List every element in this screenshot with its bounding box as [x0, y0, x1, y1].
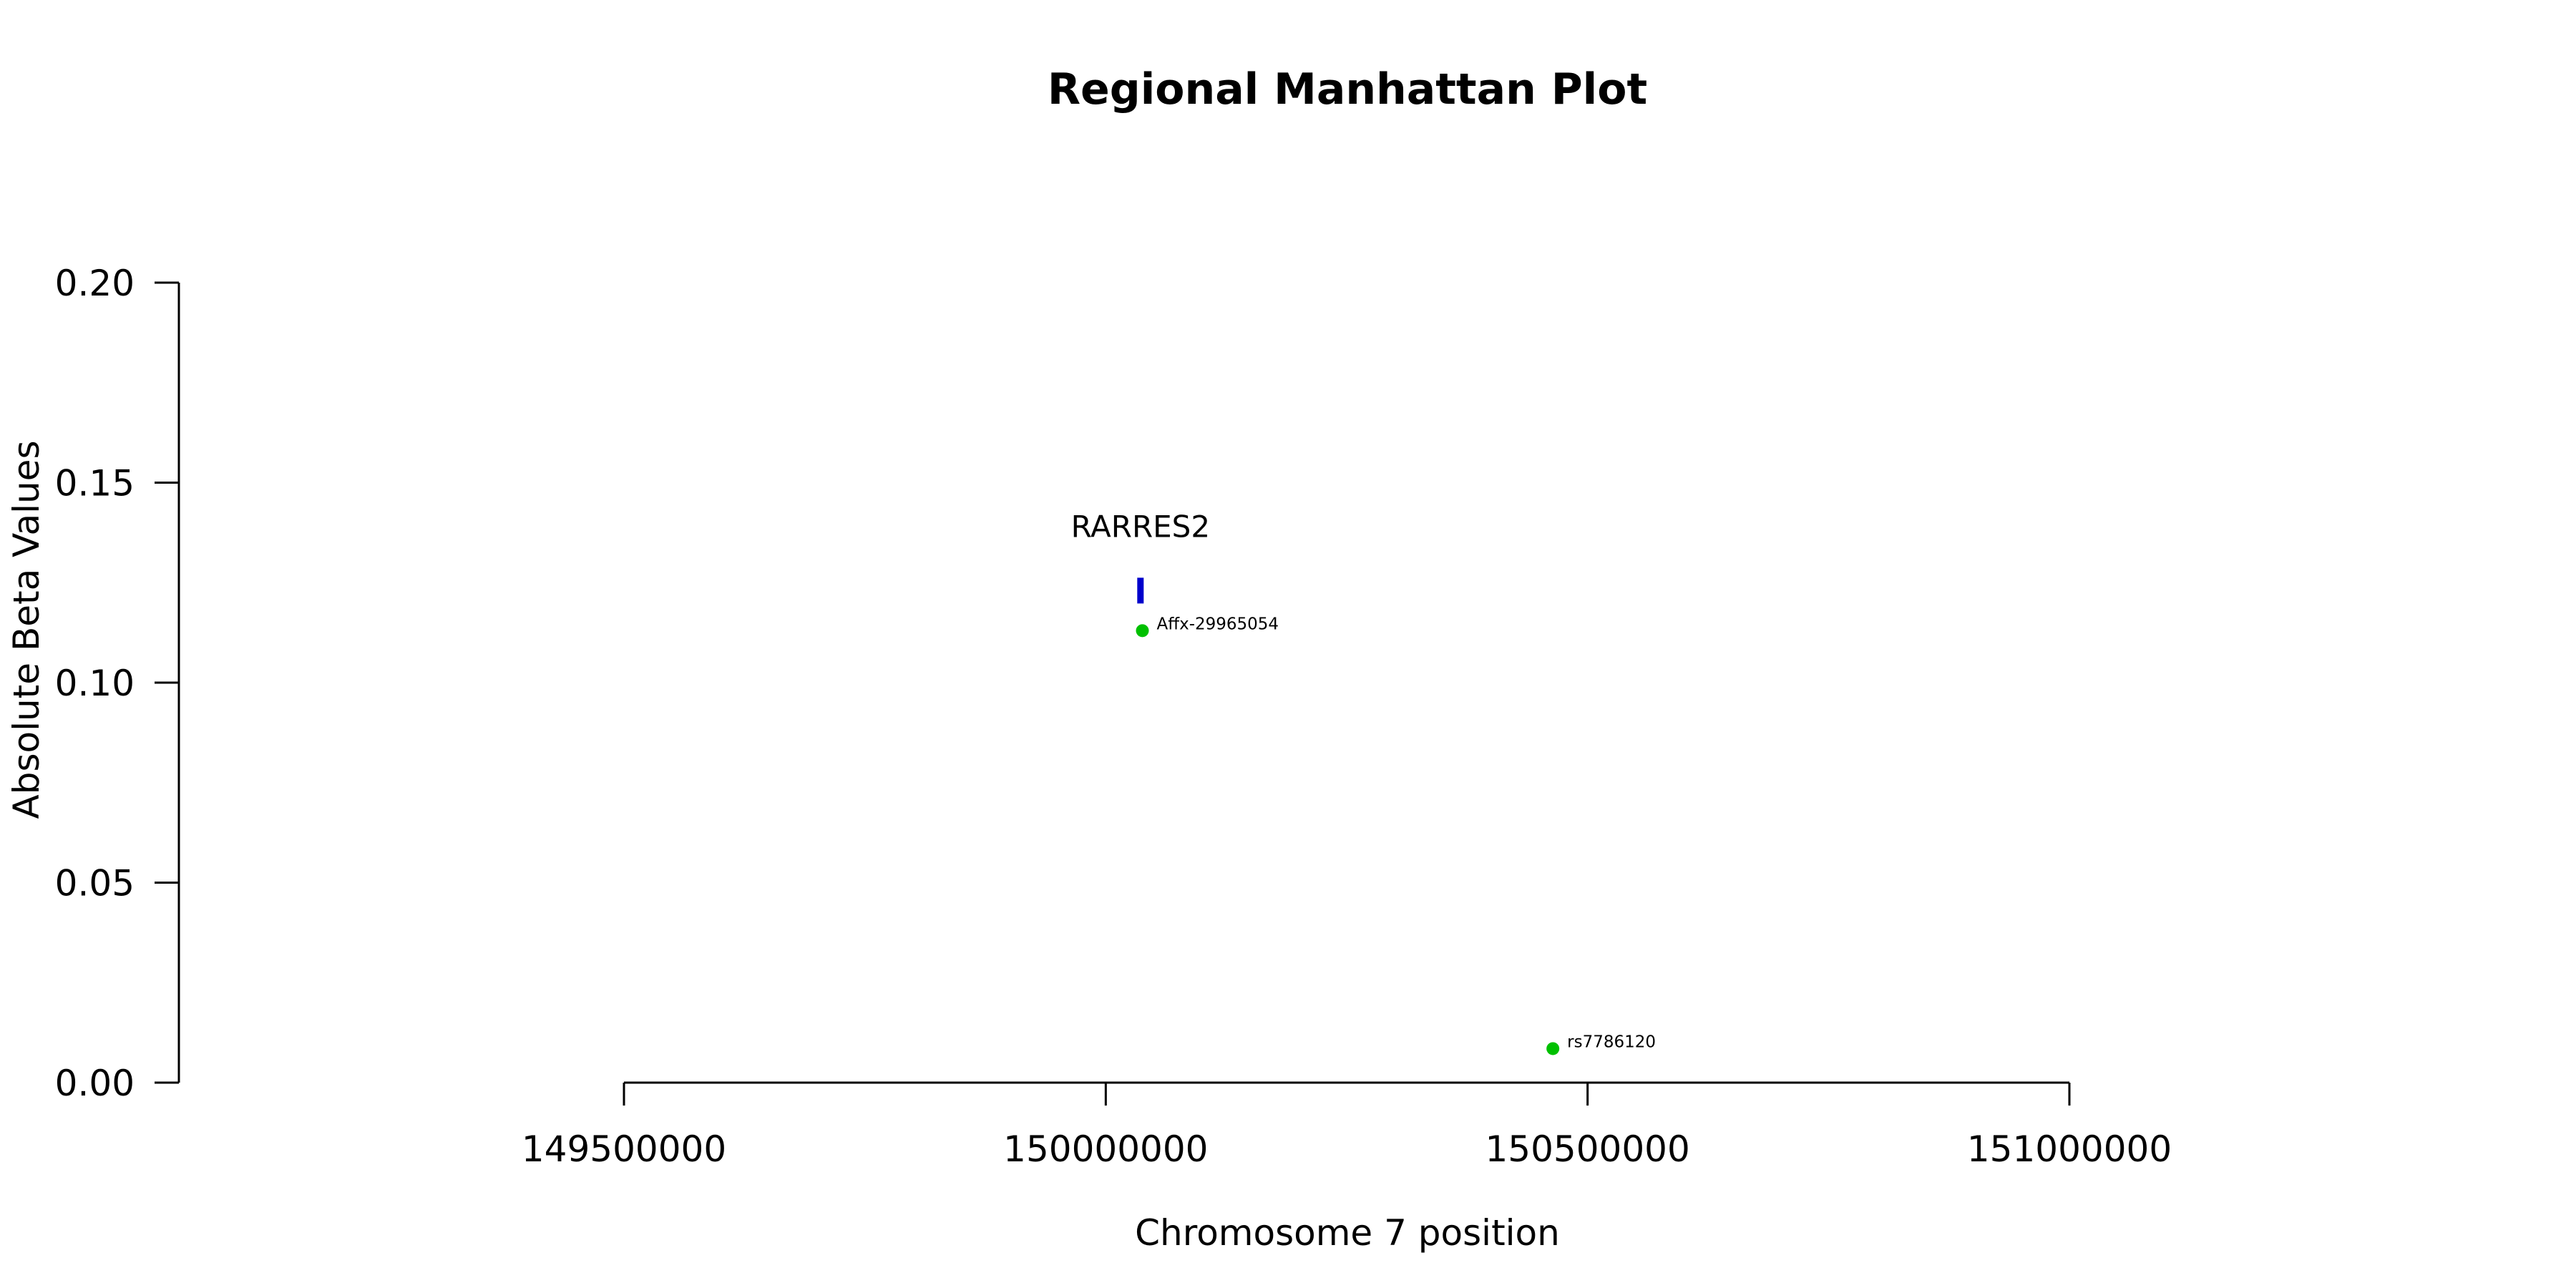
x-tick-label: 150000000 — [1003, 1128, 1208, 1170]
x-axis-title: Chromosome 7 position — [1135, 1212, 1560, 1254]
x-tick-label: 150500000 — [1485, 1128, 1690, 1170]
x-tick-label: 149500000 — [522, 1128, 726, 1170]
y-tick-label: 0.00 — [55, 1063, 135, 1104]
y-tick-label: 0.10 — [55, 663, 135, 704]
gene-annotations: RARRES2 — [1071, 509, 1211, 604]
data-points: Affx-29965054 rs7786120 — [1136, 615, 1656, 1055]
snp-point — [1546, 1042, 1560, 1055]
y-tick-label: 0.20 — [55, 263, 135, 304]
snp-label: Affx-29965054 — [1157, 615, 1279, 633]
y-tick-label: 0.15 — [55, 463, 135, 504]
chart-title: Regional Manhattan Plot — [1048, 64, 1647, 114]
y-axis-title: Absolute Beta Values — [6, 441, 47, 819]
snp-label: rs7786120 — [1567, 1033, 1656, 1051]
snp-point — [1136, 624, 1149, 638]
x-axis: 149500000 150000000 150500000 151000000 — [522, 1081, 2172, 1170]
y-axis: 0.00 0.05 0.10 0.15 0.20 — [55, 263, 180, 1104]
x-tick-label: 151000000 — [1967, 1128, 2172, 1170]
gene-label: RARRES2 — [1071, 509, 1211, 544]
y-tick-label: 0.05 — [55, 863, 135, 904]
